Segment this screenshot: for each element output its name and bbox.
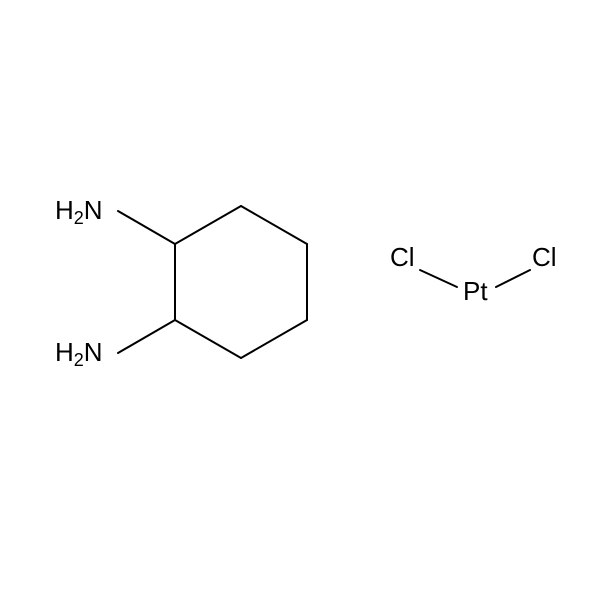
cl-label: Cl	[532, 242, 557, 272]
ring-bond	[175, 320, 241, 358]
cl-label: Cl	[390, 242, 415, 272]
amine-bond	[118, 320, 175, 353]
ring-bond	[241, 320, 307, 358]
pt-cl-bond	[420, 270, 457, 287]
amine-bond	[118, 211, 175, 244]
label-layer: H2N H2N Cl Cl Pt	[55, 195, 557, 370]
amine-label: H2N	[55, 195, 103, 228]
pt-cl-bond	[496, 270, 530, 287]
ring-bond	[241, 206, 307, 244]
chemical-structure-diagram: H2N H2N Cl Cl Pt	[0, 0, 600, 600]
ring-bond	[175, 206, 241, 244]
amine-label: H2N	[55, 337, 103, 370]
pt-label: Pt	[463, 276, 488, 306]
